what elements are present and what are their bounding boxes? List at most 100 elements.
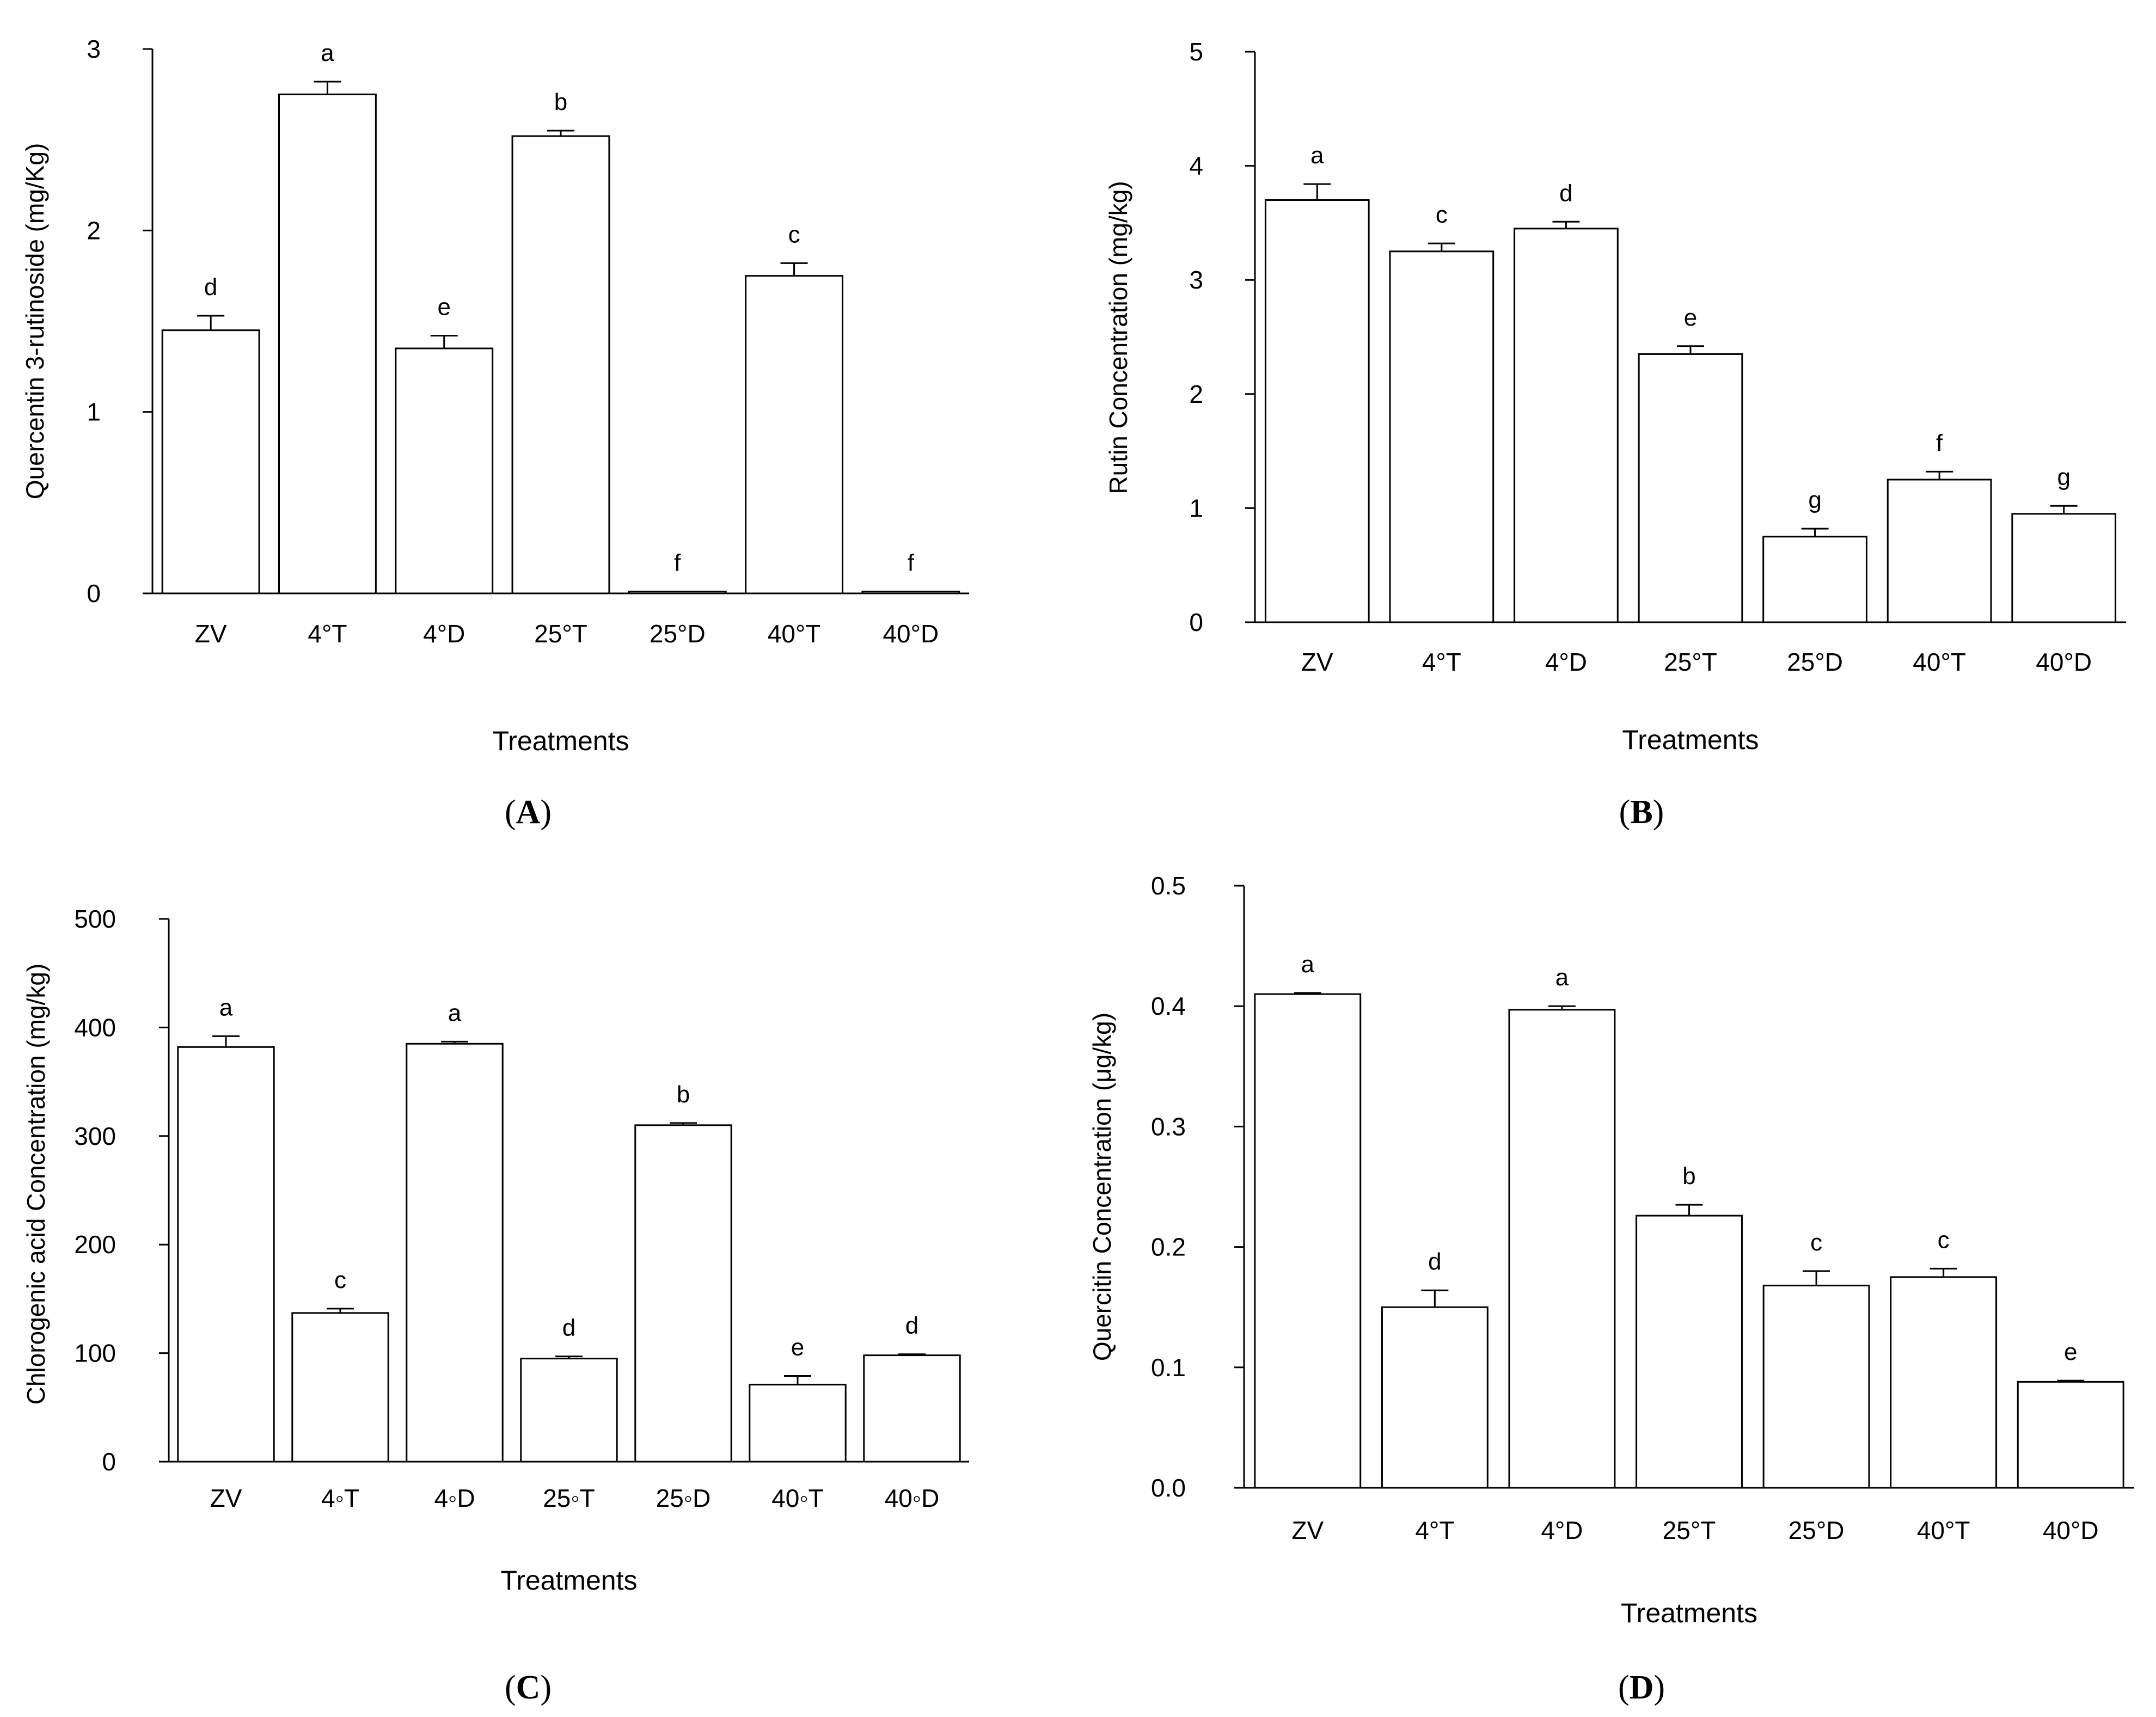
chart-1-ytick-label: 2: [1189, 380, 1203, 408]
chart-2-category-label: 40◦D: [885, 1484, 940, 1512]
chart-2-significance-letter: d: [562, 1315, 575, 1341]
chart-2-significance-letter: e: [791, 1334, 804, 1360]
chart-1-bar: [1886, 479, 1992, 623]
chart-0-significance-letter: a: [321, 40, 334, 66]
chart-panel-d: 0.0 0.1 0.2 0.3 0.4 0.5 a ZV d 4°T a 4°D b 25°T c 25°D c…: [1088, 872, 2134, 1706]
chart-0-bar: [278, 93, 377, 594]
chart-2-significance-letter: d: [905, 1313, 918, 1339]
chart-1-significance-letter: g: [1808, 487, 1821, 513]
chart-3-ytick-label: 0.3: [1151, 1112, 1186, 1140]
chart-3-ytick-label: 0.0: [1151, 1474, 1186, 1502]
chart-3-bar: [1508, 1009, 1616, 1489]
chart-3-significance-letter: a: [1555, 964, 1569, 991]
chart-1-significance-letter: e: [1684, 304, 1697, 331]
chart-1-significance-letter: a: [1310, 142, 1324, 169]
chart-1-ytick-label: 3: [1189, 266, 1203, 294]
chart-1-category-label: 4°D: [1545, 648, 1587, 676]
chart-3-bar: [1890, 1276, 1998, 1489]
chart-3-panel-label: (D): [1618, 1669, 1665, 1706]
chart-3-category-label: 25°D: [1788, 1516, 1845, 1544]
chart-2-bar: [520, 1358, 618, 1463]
chart-1-category-label: 40°T: [1913, 648, 1966, 676]
chart-3-x-axis-title: Treatments: [1621, 1598, 1757, 1628]
chart-0-significance-letter: f: [908, 550, 915, 577]
chart-0-significance-letter: c: [788, 221, 800, 248]
chart-3-ytick-label: 0.1: [1151, 1353, 1186, 1382]
chart-3-significance-letter: c: [1810, 1229, 1822, 1256]
chart-3-significance-letter: d: [1428, 1248, 1441, 1275]
chart-1-y-axis-title: Rutin Concentration (mg/kg): [1104, 181, 1132, 494]
chart-3-significance-letter: c: [1938, 1227, 1950, 1253]
chart-3-y-axis-title: Quercitin Concentration (μg/kg): [1088, 1013, 1116, 1361]
chart-0-category-label: 25°D: [650, 620, 706, 648]
chart-2-x-axis-title: Treatments: [500, 1565, 637, 1596]
chart-0-significance-letter: f: [674, 550, 681, 577]
chart-0-significance-letter: e: [437, 294, 450, 321]
chart-1-significance-letter: c: [1436, 201, 1448, 228]
chart-0-bar: [511, 135, 610, 594]
chart-panel-b: 0 1 2 3 4 5 a ZV c 4°T d 4°D e 25°T g 25°D f 40°T g 40°D Tre…: [1104, 38, 2126, 831]
chart-3-bar: [2017, 1381, 2124, 1489]
chart-1-ytick-label: 1: [1189, 494, 1203, 522]
chart-3-bar: [1636, 1215, 1743, 1489]
chart-0-ytick-label: 0: [87, 579, 101, 608]
chart-2-bar: [177, 1046, 275, 1463]
chart-2-significance-letter: a: [448, 999, 462, 1026]
chart-2-significance-letter: a: [219, 994, 233, 1021]
chart-1-significance-letter: f: [1936, 430, 1943, 456]
chart-0-category-label: 4°D: [423, 620, 465, 648]
chart-3-significance-letter: b: [1682, 1163, 1695, 1189]
chart-0-x-axis-title: Treatments: [492, 726, 629, 756]
chart-1-category-label: 40°D: [2036, 648, 2092, 676]
chart-2-ytick-label: 500: [74, 905, 116, 933]
chart-2-category-label: 4◦T: [321, 1484, 359, 1512]
chart-2-bar: [634, 1124, 732, 1463]
chart-1-bar: [1389, 250, 1494, 623]
chart-2-ytick-label: 200: [74, 1230, 116, 1259]
chart-1-panel-label: (B): [1619, 794, 1664, 831]
chart-1-category-label: 25°D: [1787, 648, 1843, 676]
chart-0-category-label: 40°T: [768, 620, 821, 648]
chart-2-category-label: 25◦T: [543, 1484, 595, 1512]
chart-0-ytick-label: 3: [87, 35, 101, 63]
chart-3-category-label: 4°D: [1541, 1516, 1583, 1544]
chart-2-category-label: ZV: [210, 1484, 242, 1512]
chart-0-category-label: 40°D: [883, 620, 939, 648]
chart-2-category-label: 40◦T: [771, 1484, 824, 1512]
chart-2-ytick-label: 100: [74, 1339, 116, 1368]
chart-0-ytick-label: 2: [87, 216, 101, 244]
chart-1-category-label: 4°T: [1422, 648, 1461, 676]
chart-1-category-label: 25°T: [1664, 648, 1717, 676]
chart-0-bar: [861, 591, 960, 594]
chart-2-category-label: 25◦D: [656, 1484, 711, 1512]
chart-1-category-label: ZV: [1301, 648, 1333, 676]
chart-1-x-axis-title: Treatments: [1622, 725, 1759, 755]
chart-3-bar: [1254, 993, 1362, 1489]
chart-3-category-label: 40°D: [2043, 1516, 2099, 1544]
chart-3-bar: [1381, 1306, 1489, 1489]
chart-1-bar: [1514, 228, 1619, 623]
chart-1-bar: [2011, 513, 2117, 623]
chart-2-significance-letter: c: [334, 1267, 346, 1293]
chart-2-bar: [291, 1312, 389, 1463]
chart-2-bar: [406, 1043, 504, 1463]
chart-1-significance-letter: d: [1559, 180, 1572, 206]
chart-0-bar: [628, 591, 727, 594]
chart-3-category-label: 4°T: [1415, 1516, 1454, 1544]
chart-3-category-label: 40°T: [1917, 1516, 1970, 1544]
chart-2-ytick-label: 300: [74, 1122, 116, 1150]
chart-3-ytick-label: 0.5: [1151, 872, 1186, 900]
chart-0-category-label: ZV: [195, 620, 227, 648]
chart-2-significance-letter: b: [677, 1081, 690, 1108]
chart-1-bar: [1762, 536, 1867, 623]
chart-0-significance-letter: d: [204, 274, 217, 301]
chart-0-bar: [745, 275, 843, 594]
chart-3-bar: [1762, 1284, 1870, 1489]
chart-0-panel-label: (A): [505, 794, 552, 831]
chart-0-category-label: 4°T: [308, 620, 347, 648]
chart-1-ytick-label: 5: [1189, 38, 1203, 66]
chart-panel-a: 0 1 2 3 d ZV a 4°T e 4°D b 25°T f 25°D c 40°T f 40°D Treat…: [21, 35, 969, 831]
chart-0-bar: [395, 347, 494, 594]
chart-2-bar: [749, 1383, 847, 1463]
